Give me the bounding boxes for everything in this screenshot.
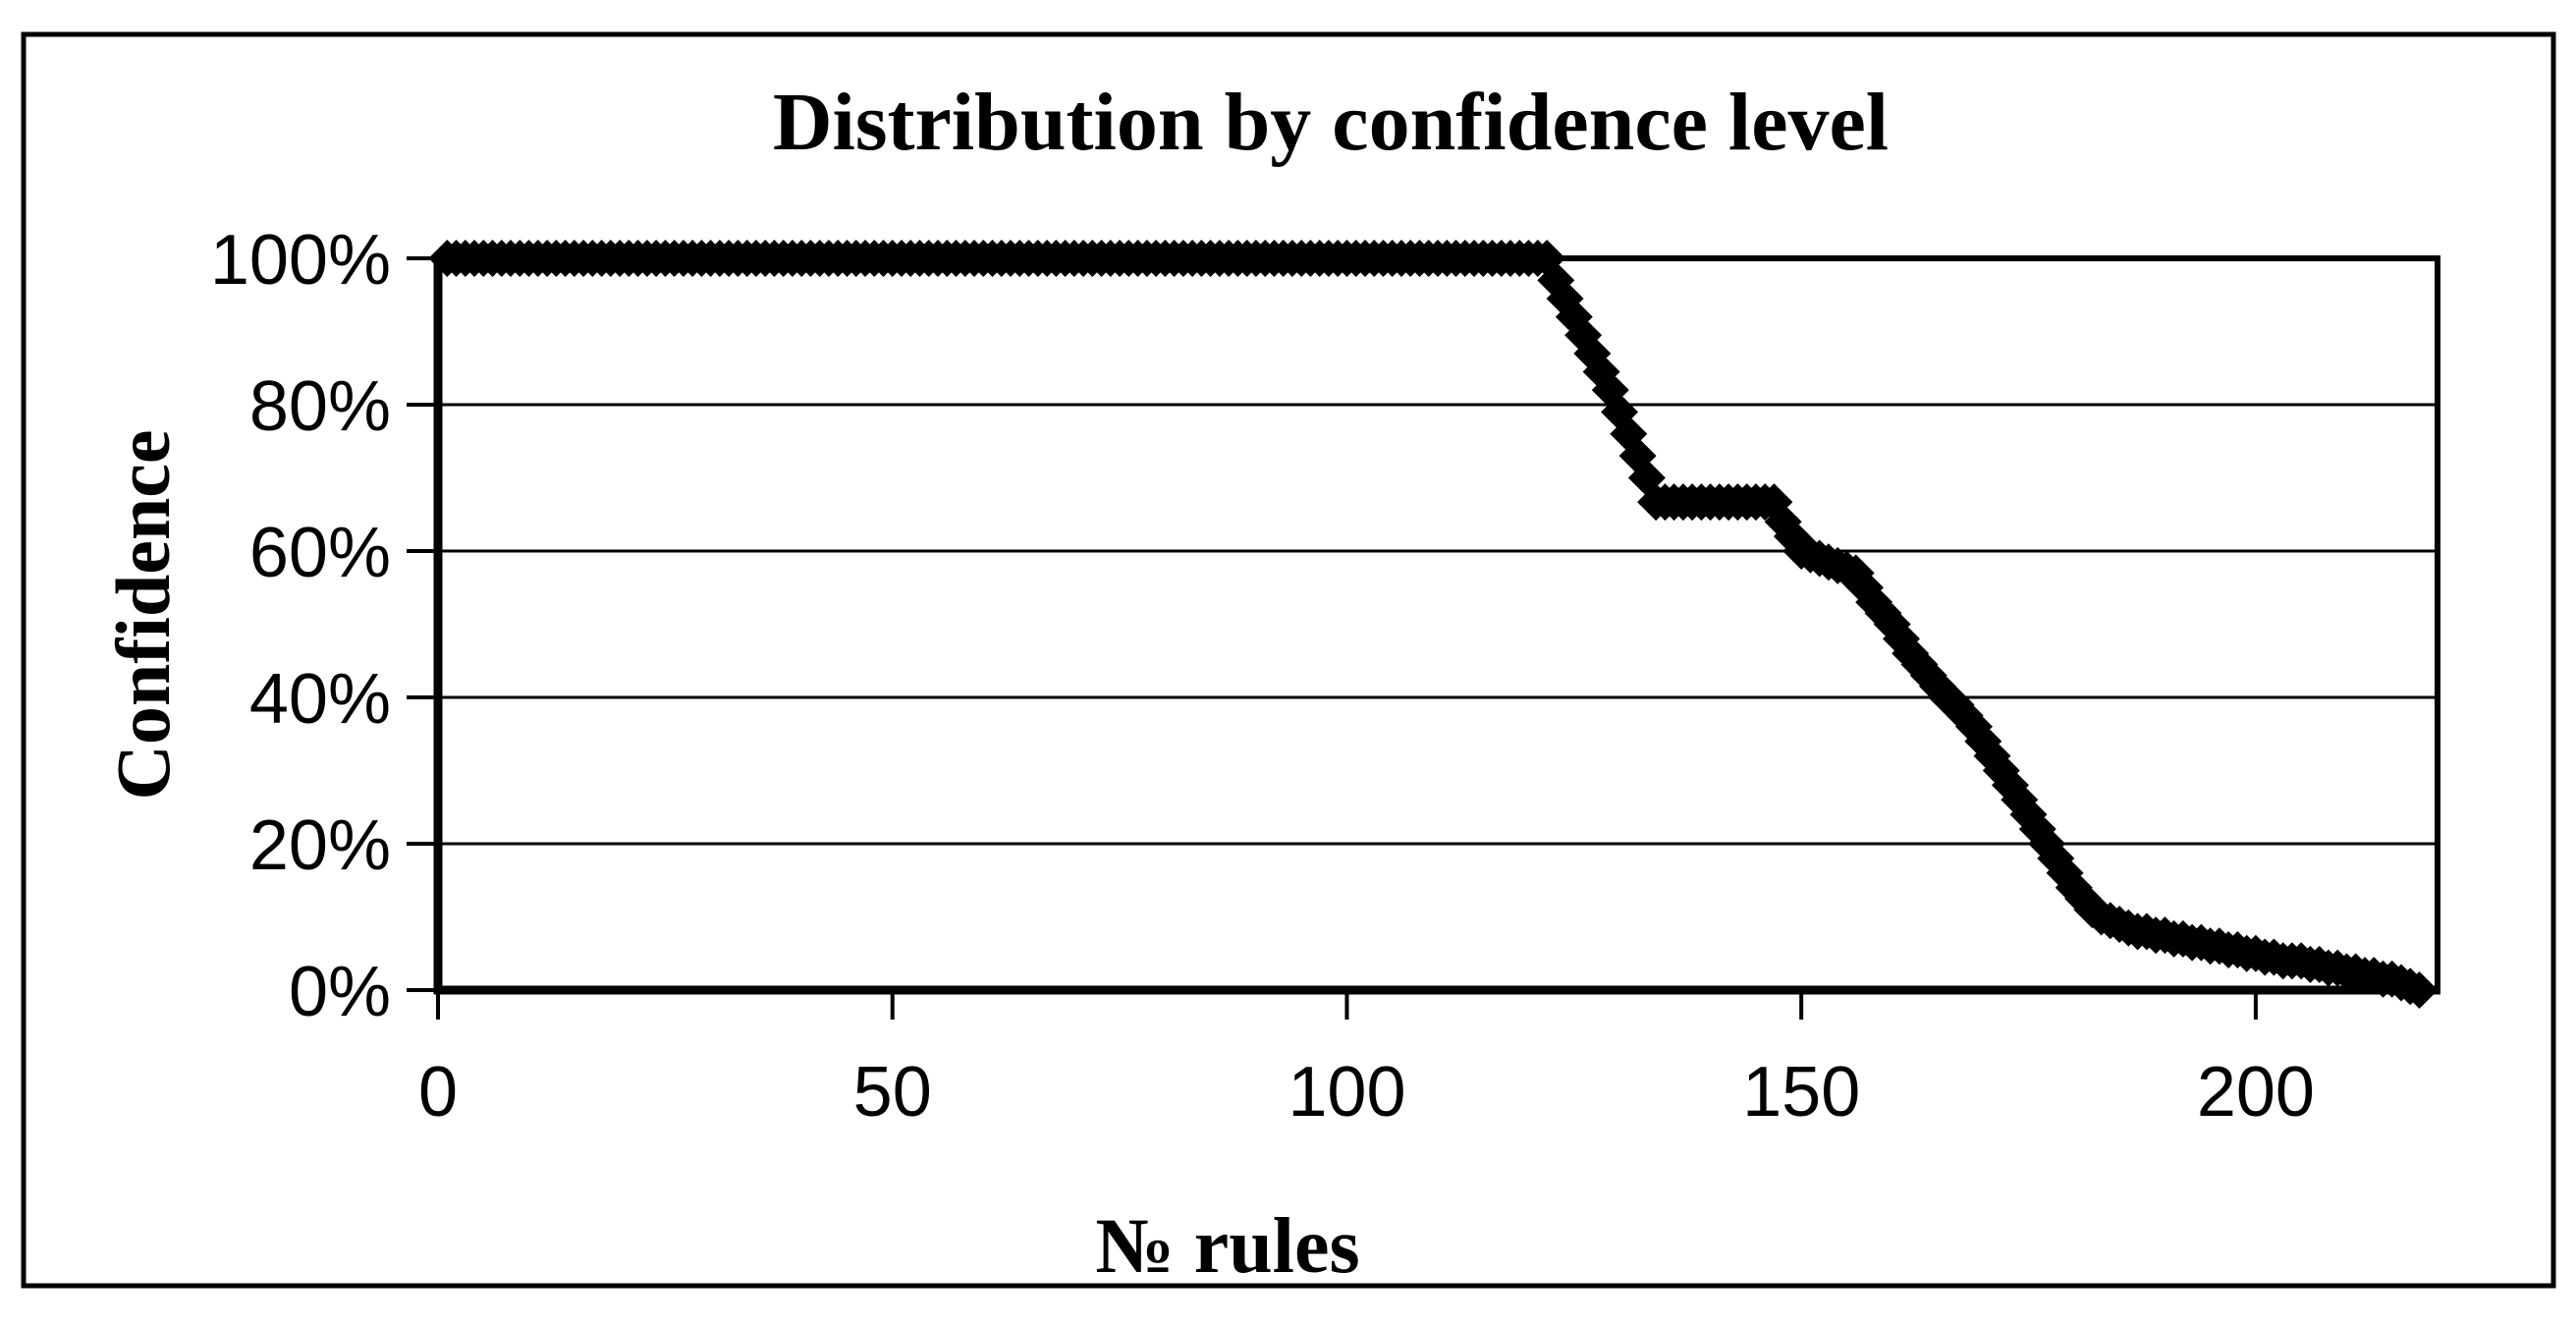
y-tick-label: 80% xyxy=(249,367,391,446)
x-tick-label: 100 xyxy=(1288,1053,1405,1132)
y-axis-title: Confidence xyxy=(100,430,186,801)
gridlines xyxy=(438,403,2438,846)
y-tick-label: 60% xyxy=(249,514,391,592)
plot-frame xyxy=(433,254,2440,995)
x-tick-label: 150 xyxy=(1742,1053,1860,1132)
axis-ticks xyxy=(407,256,2258,1020)
y-tick-label: 40% xyxy=(249,660,391,739)
data-series xyxy=(428,240,2439,1009)
y-tick-label: 20% xyxy=(249,806,391,885)
x-tick-label: 200 xyxy=(2197,1053,2315,1132)
x-axis-title: № rules xyxy=(1095,1203,1359,1290)
figure-border xyxy=(21,31,2556,1289)
chart-title: Distribution by confidence level xyxy=(773,77,1889,168)
y-tick-labels: 100% 80% 60% 40% 20% 0% xyxy=(210,221,391,1031)
x-tick-label: 50 xyxy=(853,1053,932,1132)
confidence-series-markers xyxy=(428,240,2439,1009)
y-tick-label: 0% xyxy=(289,953,391,1031)
confidence-series-line xyxy=(447,256,2421,992)
x-tick-label: 0 xyxy=(418,1053,458,1132)
x-tick-labels: 0 50 100 150 200 xyxy=(418,1053,2315,1132)
y-tick-label: 100% xyxy=(210,221,391,300)
